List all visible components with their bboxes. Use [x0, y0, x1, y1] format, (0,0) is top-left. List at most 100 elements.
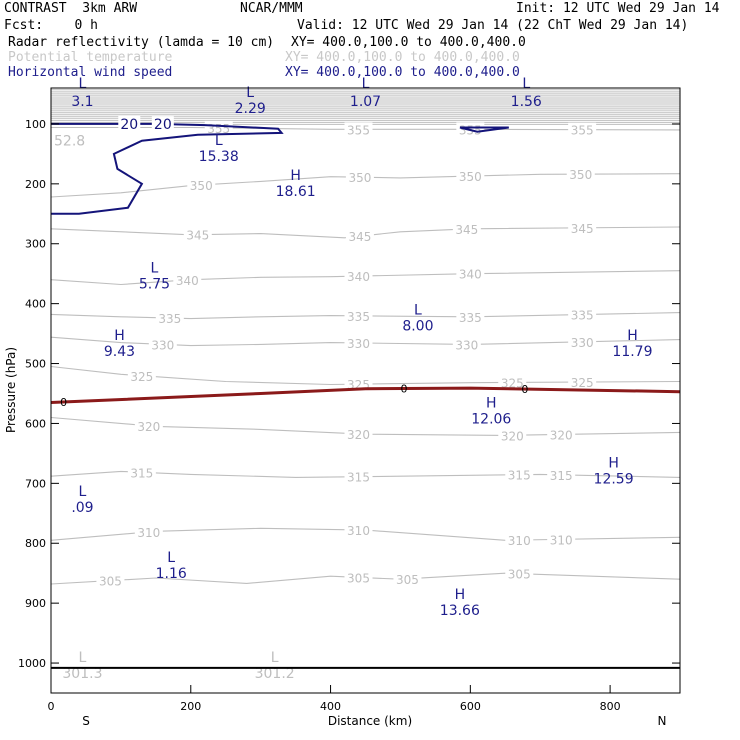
wind-extremum-value: 5.75 — [139, 277, 170, 293]
wind-extremum-symbol: L — [167, 550, 175, 566]
theta-contour-label: 325 — [501, 376, 524, 390]
wind-extremum-symbol: L — [79, 484, 87, 500]
wind-extremum-value: 11.79 — [612, 344, 652, 360]
y-tick-label: 300 — [25, 238, 46, 251]
theta-contour-label: 330 — [347, 337, 370, 351]
theta-contour-label: 345 — [186, 229, 209, 243]
theta-label-bg — [547, 467, 576, 481]
x-tick-label: 600 — [460, 700, 481, 713]
theta-extremum-symbol: L — [271, 650, 279, 666]
wind-extremum-symbol: L — [246, 85, 254, 101]
y-tick-label: 200 — [25, 178, 46, 191]
wind-extremum-value: 13.66 — [440, 603, 480, 619]
theta-label-bg — [498, 375, 527, 389]
theta-350-line — [50, 173, 681, 198]
theta-contour-label: 315 — [130, 466, 153, 480]
theta-label-bg — [452, 337, 481, 351]
wind-contour-label: 20 — [154, 117, 172, 133]
theta-label-bg — [344, 570, 373, 584]
theta-label-bg — [344, 469, 373, 483]
init-time: Init: 12 UTC Wed 29 Jan 14 — [516, 1, 720, 16]
field-potential-temperature-xy: XY= 400.0,100.0 to 400.0,400.0 — [285, 50, 520, 65]
theta-contour-label: 345 — [571, 222, 594, 236]
wind-extremum-symbol: L — [522, 76, 530, 92]
theta-label-bg — [344, 522, 373, 536]
theta-label-bg — [134, 418, 163, 432]
wind-extremum-symbol: L — [414, 303, 422, 319]
theta-label-bg — [568, 307, 597, 321]
wind-label-bg — [151, 116, 174, 132]
theta-label-bg — [127, 465, 156, 479]
theta-contour-label: 330 — [455, 338, 478, 352]
theta-contour-label: 310 — [137, 526, 160, 540]
theta-contour-label: 310 — [550, 533, 573, 547]
theta-extremum-value: 52.8 — [54, 134, 85, 150]
wind-extremum-value: 2.29 — [235, 101, 266, 117]
theta-contour-label: 350 — [459, 170, 482, 184]
theta-label-bg — [498, 428, 527, 442]
theta-label-bg — [547, 532, 576, 546]
y-tick-label: 800 — [25, 537, 46, 550]
wind-extremum-symbol: H — [627, 328, 638, 344]
theta-contour-label: 345 — [348, 230, 371, 244]
theta-contour-label: 330 — [151, 338, 174, 352]
theta-contour-label: 305 — [99, 575, 122, 589]
wind-extremum-value: 1.07 — [350, 94, 381, 110]
theta-contour-label: 355 — [571, 124, 594, 138]
organization-label: NCAR/MMM — [240, 1, 303, 16]
theta-label-bg — [568, 375, 597, 389]
theta-label-bg — [505, 533, 534, 547]
y-tick-label: 1000 — [18, 657, 46, 670]
end-label-left: S — [82, 714, 90, 728]
theta-label-bg — [148, 337, 177, 351]
wind-extremum-value: 1.16 — [156, 566, 187, 582]
theta-extremum-value: 301.3 — [62, 666, 102, 682]
theta-label-bg — [204, 120, 233, 134]
theta-contour-label: 315 — [347, 471, 370, 485]
theta-contour-label: 355 — [347, 123, 370, 137]
zero-contour-label: 0 — [400, 382, 407, 395]
theta-contour-label: 315 — [508, 469, 531, 483]
theta-label-bg — [345, 229, 374, 243]
theta-355-line — [51, 126, 681, 131]
theta-label-bg — [344, 377, 373, 391]
theta-label-bg — [505, 566, 534, 580]
theta-contour-label: 320 — [550, 428, 573, 442]
theta-contour-label: 350 — [348, 171, 371, 185]
theta-contour-label: 350 — [190, 179, 213, 193]
theta-contour-label: 315 — [550, 469, 573, 483]
wind-extremum-symbol: L — [215, 133, 223, 149]
theta-contour-label: 335 — [158, 312, 181, 326]
theta-contour-label: 325 — [130, 370, 153, 384]
theta-label-bg — [452, 221, 481, 235]
theta-label-bg — [344, 335, 373, 349]
theta-label-bg — [173, 272, 202, 286]
theta-contour-label: 335 — [571, 309, 594, 323]
y-tick-label: 100 — [25, 118, 46, 131]
theta-contour-label: 350 — [569, 168, 592, 182]
plot-frame — [50, 87, 681, 694]
theta-label-bg — [456, 169, 485, 183]
wind-extremum-symbol: L — [362, 76, 370, 92]
model-title: CONTRAST 3km ARW — [4, 1, 138, 16]
x-tick-label: 800 — [600, 700, 621, 713]
wind-extremum-value: 12.59 — [594, 471, 634, 487]
theta-label-bg — [505, 467, 534, 481]
valid-time: Valid: 12 UTC Wed 29 Jan 14 (22 ChT Wed … — [297, 18, 689, 33]
wind-extremum-symbol: L — [151, 261, 159, 277]
theta-contour-label: 330 — [571, 336, 594, 350]
y-tick-label: 700 — [25, 477, 46, 490]
theta-contour-label: 305 — [396, 573, 419, 587]
wind-label-bg — [118, 115, 141, 131]
y-tick-label: 600 — [25, 417, 46, 430]
theta-contour-label: 335 — [347, 310, 370, 324]
theta-contour-label: 305 — [508, 568, 531, 582]
theta-contour-label: 345 — [455, 223, 478, 237]
wind-extremum-value: 8.00 — [402, 319, 433, 335]
end-label-right: N — [658, 714, 667, 728]
theta-label-bg — [155, 311, 184, 325]
zero-contour-label: 0 — [521, 383, 528, 396]
theta-label-bg — [568, 220, 597, 234]
theta-label-bg — [547, 427, 576, 441]
